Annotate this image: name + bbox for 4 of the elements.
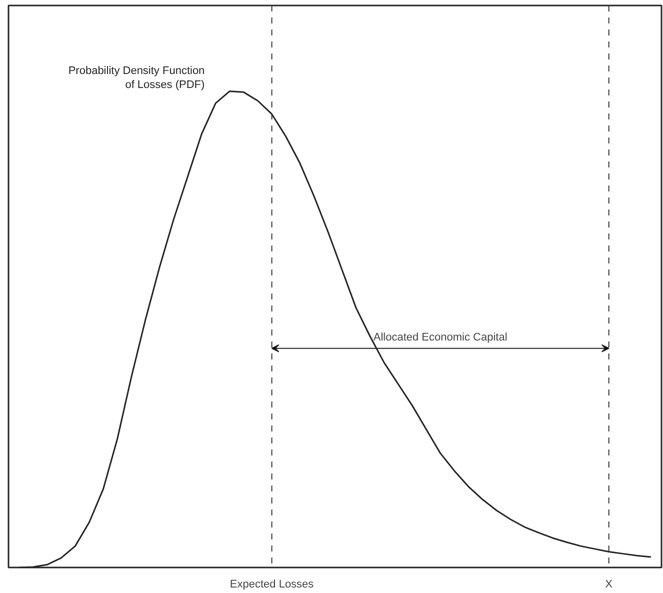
series-label: Probability Density Function of Losses (PDF) — [68, 64, 205, 92]
x-tick-label: Expected Losses — [230, 578, 314, 590]
x-tick-label: X — [605, 578, 614, 590]
annotation: Allocated Economic Capital — [373, 331, 508, 344]
